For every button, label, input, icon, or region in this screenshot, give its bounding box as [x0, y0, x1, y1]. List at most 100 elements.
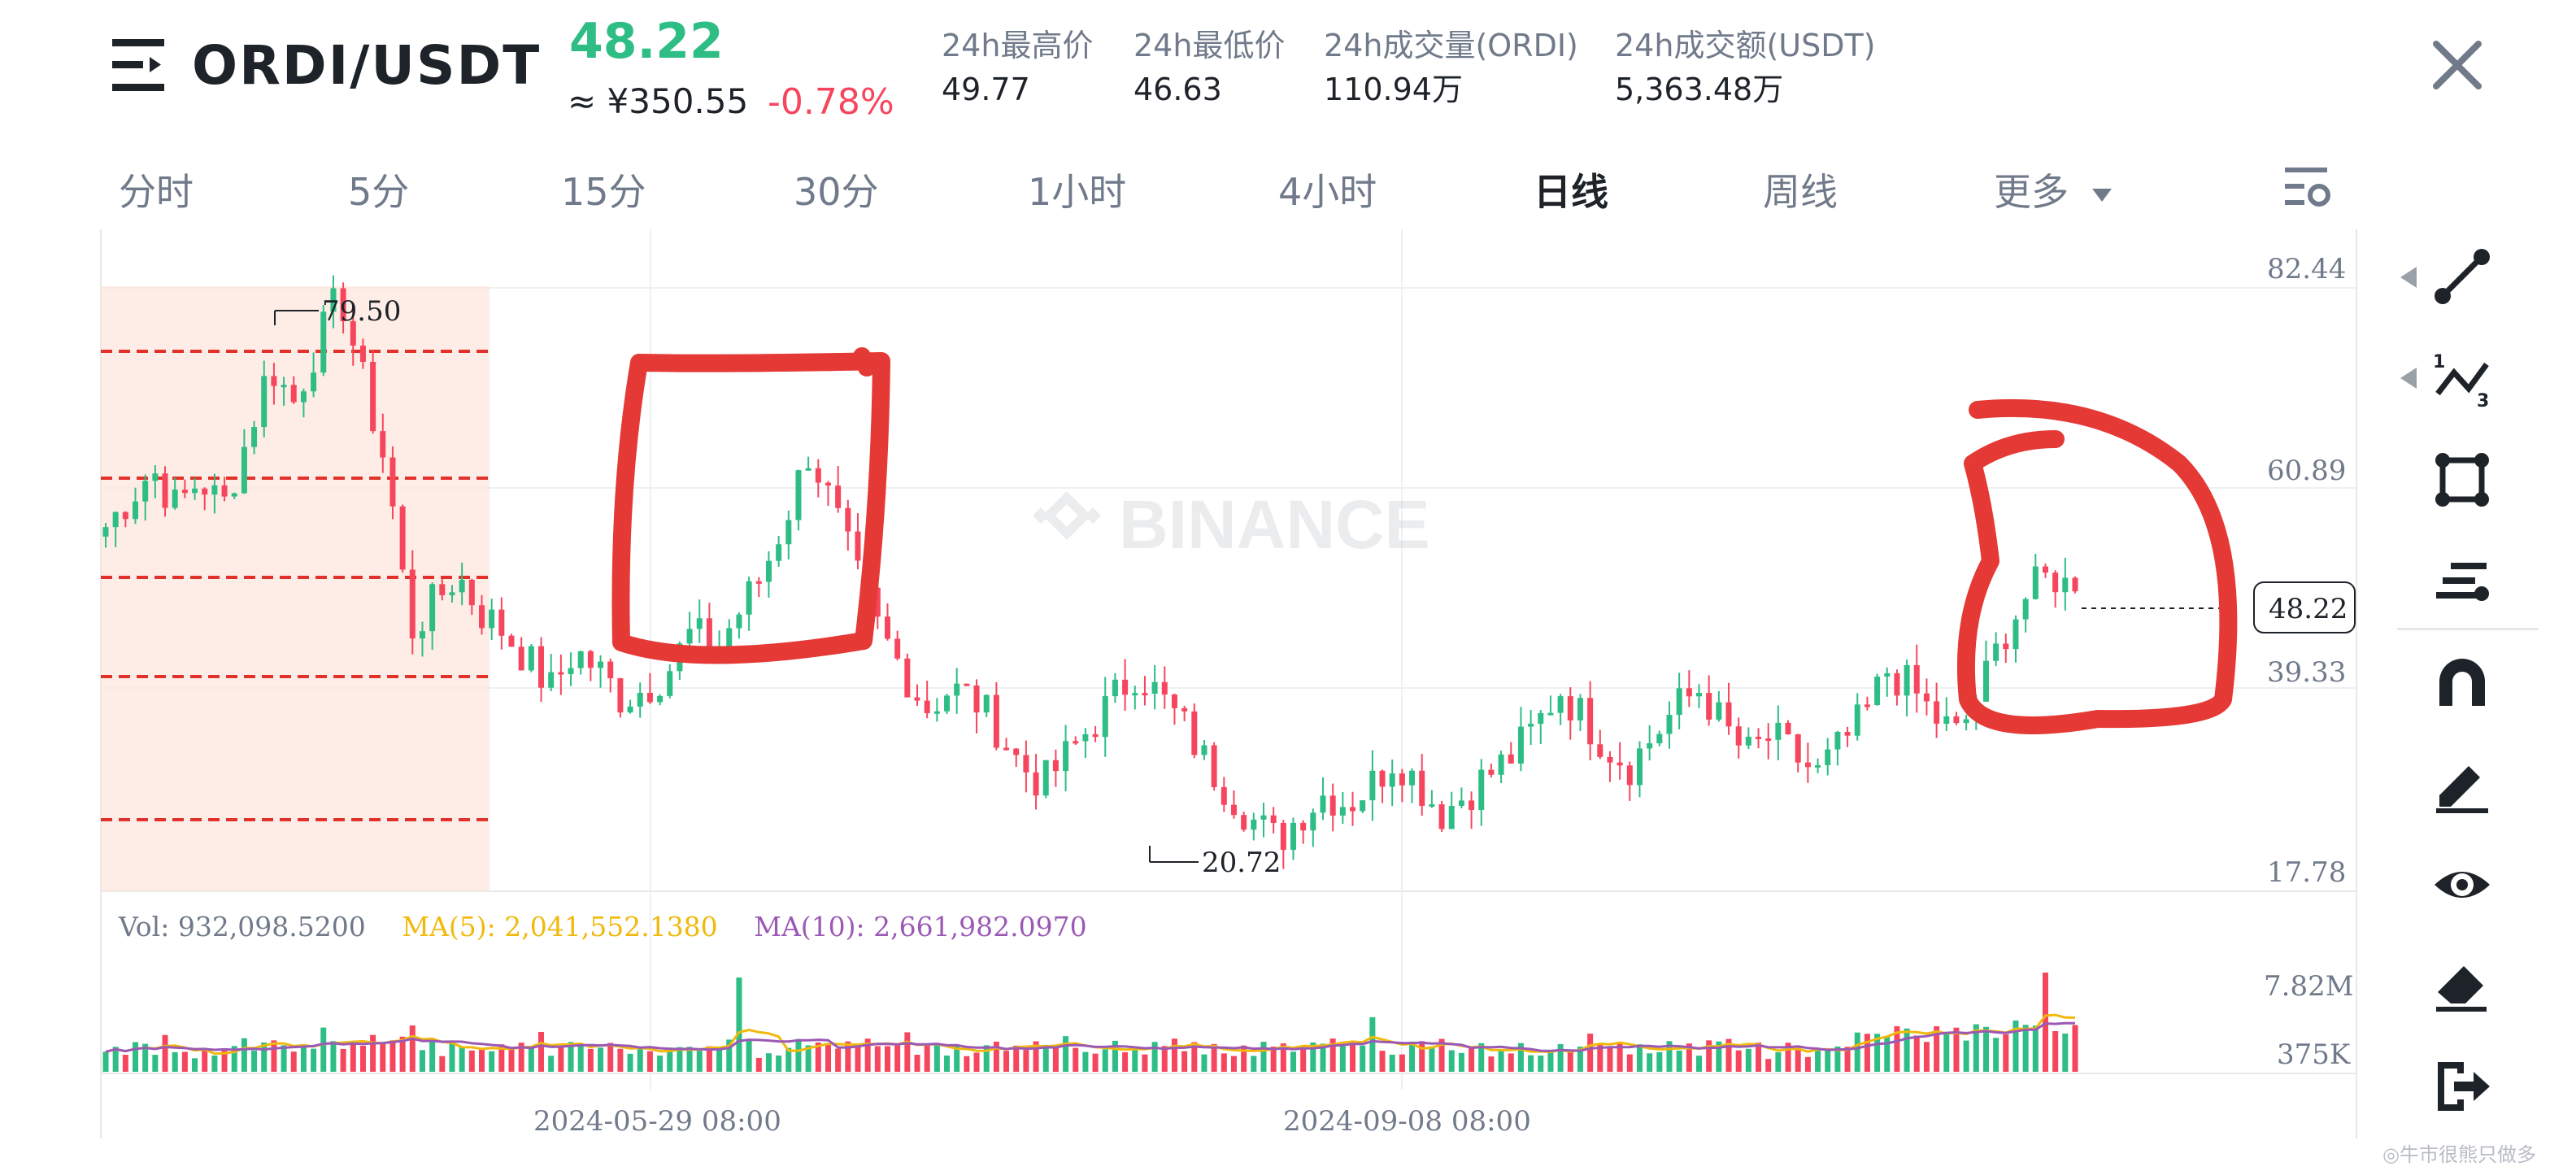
tab-1w[interactable]: 周线: [1763, 170, 1838, 214]
tab-5m[interactable]: 5分: [348, 170, 410, 214]
polyline-icon[interactable]: 1 3: [2431, 348, 2493, 410]
candle-body: [1943, 716, 1950, 724]
candle-body: [1488, 769, 1495, 775]
tab-1h[interactable]: 1小时: [1028, 170, 1127, 214]
candle-body: [350, 321, 356, 346]
volume-bar: [1399, 1054, 1405, 1072]
close-icon[interactable]: [2425, 33, 2490, 98]
volume-bar: [133, 1042, 139, 1072]
pair-title[interactable]: ORDI/USDT: [192, 34, 542, 97]
tab-4h[interactable]: 4小时: [1278, 170, 1377, 214]
volume-bar: [1982, 1026, 1989, 1072]
candle-body: [1399, 773, 1405, 786]
volume-bar: [1647, 1053, 1653, 1072]
volume-bar: [2052, 1031, 2059, 1072]
eye-icon[interactable]: [2431, 854, 2493, 916]
volume-bar: [1073, 1047, 1079, 1072]
volume-bar: [933, 1044, 940, 1072]
volume-bar: [1508, 1053, 1514, 1072]
volume-bar: [1379, 1051, 1386, 1072]
volume-bar: [1953, 1027, 1960, 1072]
candle-body: [1538, 712, 1544, 725]
candle-body: [1834, 732, 1841, 750]
tab-1d[interactable]: 日线: [1534, 170, 1608, 214]
candle-body: [1409, 770, 1416, 786]
volume-bar: [1745, 1048, 1751, 1072]
volume-bar: [1438, 1038, 1445, 1072]
eraser-icon[interactable]: [2431, 955, 2493, 1016]
volume-bar: [706, 1046, 712, 1072]
volume-bar: [598, 1047, 604, 1072]
binance-watermark: BINANCE: [1033, 486, 1430, 563]
candle-body: [1419, 770, 1425, 806]
exit-icon[interactable]: [2431, 1056, 2493, 1117]
candle-body: [449, 592, 455, 595]
magnet-icon[interactable]: [2431, 652, 2493, 714]
candle-body: [776, 544, 782, 561]
caret-left-icon[interactable]: [2399, 265, 2418, 289]
tab-time-sharing[interactable]: 分时: [119, 170, 194, 214]
candle-body: [964, 683, 970, 686]
volume-bar: [1171, 1038, 1177, 1072]
candle-body: [142, 481, 149, 502]
volume-bar: [1251, 1056, 1257, 1072]
stat-value: 110.94万: [1324, 72, 1463, 107]
volume-bar: [1320, 1043, 1326, 1072]
candle-body: [1201, 745, 1208, 755]
candle-body: [1528, 724, 1534, 727]
fib-levels-icon[interactable]: [2431, 550, 2493, 612]
volume-bar: [1607, 1047, 1613, 1072]
candle-body: [1617, 762, 1623, 766]
candle-body: [518, 646, 524, 671]
vol-value: Vol: 932,098.5200: [119, 911, 366, 942]
rectangle-icon[interactable]: [2431, 449, 2493, 511]
candle-body: [726, 628, 733, 647]
caret-left-icon[interactable]: [2399, 366, 2418, 390]
date-label: 2024-09-08 08:00: [1283, 1105, 1531, 1138]
candle-body: [498, 609, 505, 636]
volume-bar: [261, 1043, 268, 1072]
volume-bar: [429, 1041, 436, 1072]
volume-bar: [389, 1040, 396, 1072]
candle-body: [1785, 722, 1791, 735]
volume-bar: [1913, 1035, 1920, 1072]
candle-body: [1241, 815, 1247, 830]
tab-15m[interactable]: 15分: [561, 170, 646, 214]
volume-bar: [657, 1056, 664, 1072]
tab-30m[interactable]: 30分: [794, 170, 879, 214]
candle-body: [1329, 795, 1336, 816]
candle-body: [281, 385, 287, 388]
volume-bar: [1122, 1051, 1129, 1072]
volume-bar: [439, 1056, 446, 1072]
stat-24h-turnover: 24h成交额(USDT) 5,363.48万: [1615, 24, 1876, 112]
volume-bar: [1478, 1043, 1485, 1072]
volume-bar: [142, 1043, 149, 1072]
tab-more[interactable]: 更多: [1994, 163, 2113, 216]
trend-line-icon[interactable]: [2431, 246, 2493, 307]
volume-bar: [251, 1050, 258, 1072]
menu-icon[interactable]: [112, 39, 166, 91]
volume-bar: [607, 1043, 614, 1072]
volume-bar: [311, 1048, 317, 1072]
volume-bar: [1429, 1046, 1435, 1072]
volume-bar: [864, 1038, 871, 1072]
volume-bar: [815, 1042, 821, 1072]
candle-body: [409, 569, 416, 639]
candle-body: [1745, 736, 1751, 746]
volume-bar: [558, 1044, 564, 1072]
volume-bar: [202, 1050, 208, 1072]
volume-bar: [696, 1051, 703, 1072]
volume-bar: [1092, 1053, 1099, 1072]
volume-bar: [290, 1051, 297, 1072]
candle-body: [1369, 770, 1376, 801]
pencil-icon[interactable]: [2431, 753, 2493, 815]
current-price-value: 48.22: [2269, 593, 2348, 625]
volume-bar: [1033, 1041, 1039, 1072]
volume-bar: [1557, 1043, 1564, 1072]
volume-bar: [409, 1025, 416, 1072]
volume-bar: [231, 1046, 237, 1072]
volume-bar: [1775, 1052, 1782, 1072]
chart-settings-icon[interactable]: [2283, 163, 2334, 213]
volume-bar: [1102, 1049, 1108, 1072]
